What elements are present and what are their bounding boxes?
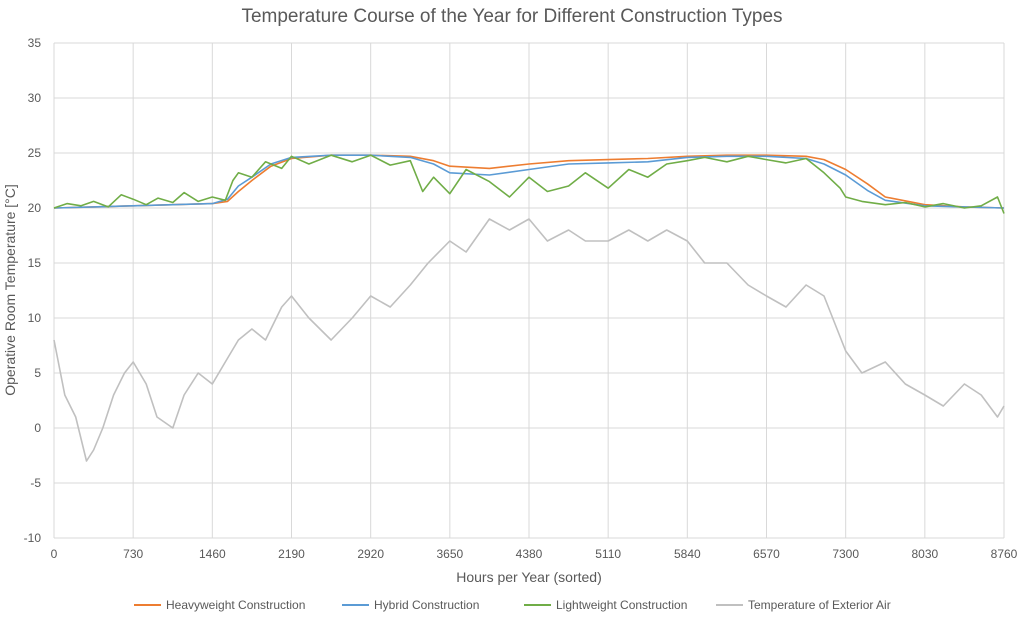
legend: Heavyweight Construction Hybrid Construct…	[134, 598, 891, 612]
plot-area	[53, 154, 1005, 462]
y-tick-label: 20	[28, 201, 42, 215]
tick-labels: -10 -5 0 5 10 15 20 25 30 35 0 730 1460 2190 2920 3650 4…	[24, 36, 1018, 561]
legend-label: Lightweight Construction	[556, 598, 687, 612]
y-tick-label: 5	[34, 366, 41, 380]
series-line-temperature-of-exterior-air	[53, 218, 1005, 462]
x-tick-label: 2920	[357, 547, 384, 561]
x-tick-label: 5110	[595, 547, 621, 561]
y-tick-label: 30	[28, 91, 42, 105]
x-tick-label: 8760	[991, 547, 1018, 561]
x-tick-label: 5840	[674, 547, 701, 561]
x-axis-title: Hours per Year (sorted)	[456, 569, 602, 585]
chart-title: Temperature Course of the Year for Diffe…	[241, 6, 782, 27]
legend-label: Hybrid Construction	[374, 598, 479, 612]
x-tick-label: 4380	[516, 547, 543, 561]
x-tick-label: 0	[51, 547, 58, 561]
y-tick-label: 10	[28, 311, 42, 325]
y-axis-title: Operative Room Temperature [°C]	[2, 184, 18, 396]
gridlines	[53, 42, 1005, 539]
y-tick-label: -10	[24, 531, 42, 545]
series-line-heavyweight-construction	[53, 154, 1005, 209]
x-tick-label: 7300	[832, 547, 859, 561]
y-tick-label: 35	[28, 36, 42, 50]
x-tick-label: 730	[123, 547, 143, 561]
x-tick-label: 3650	[436, 547, 463, 561]
x-tick-label: 8030	[911, 547, 938, 561]
series-line-lightweight-construction	[53, 154, 1005, 214]
y-tick-label: 0	[34, 421, 41, 435]
y-tick-label: 15	[28, 256, 42, 270]
x-tick-label: 2190	[278, 547, 305, 561]
y-tick-label: 25	[28, 146, 42, 160]
legend-label: Heavyweight Construction	[166, 598, 305, 612]
x-tick-label: 6570	[753, 547, 780, 561]
x-tick-label: 1460	[199, 547, 226, 561]
legend-label: Temperature of Exterior Air	[748, 598, 891, 612]
series-line-hybrid-construction	[53, 154, 1005, 209]
y-tick-label: -5	[30, 476, 41, 490]
